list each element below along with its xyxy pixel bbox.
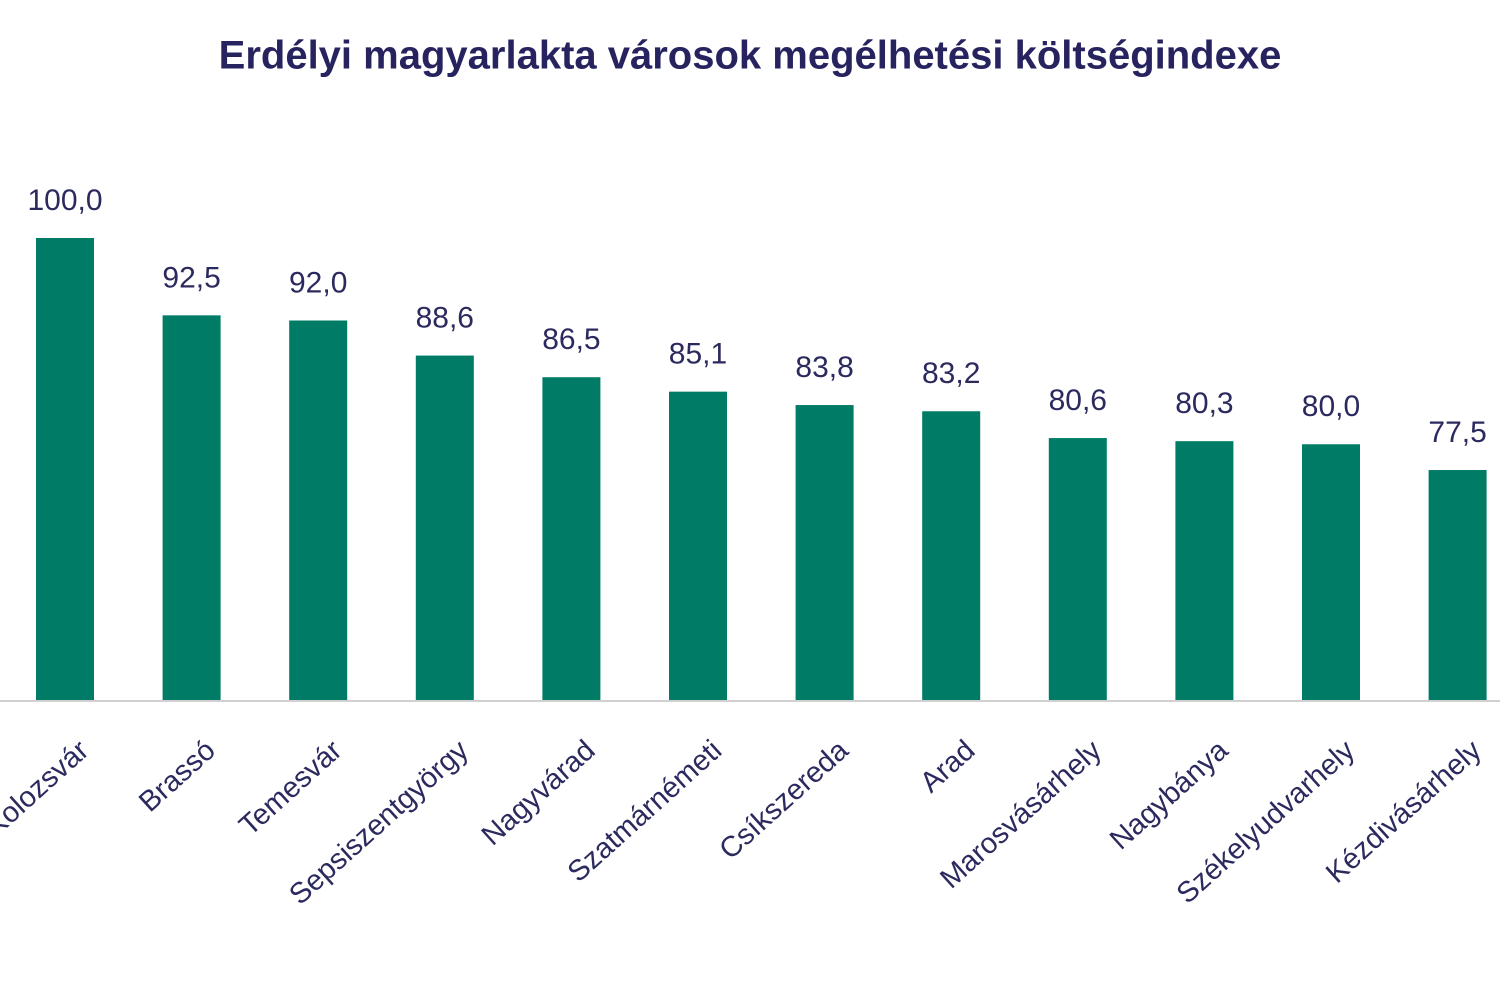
value-label: 80,6 [1049, 384, 1107, 417]
value-label: 86,5 [542, 323, 600, 356]
bar [922, 411, 981, 700]
bar [669, 391, 727, 700]
value-label: 100,0 [27, 184, 102, 217]
bar [542, 377, 601, 700]
x-tick-label: Nagyvárad [476, 734, 602, 852]
bar [162, 315, 221, 700]
x-tick-label: Temesvár [233, 734, 348, 842]
chart-title: Erdélyi magyarlakta városok megélhetési … [219, 34, 1282, 78]
x-tick-label: Csíkszereda [713, 734, 855, 866]
value-label: 83,2 [922, 357, 980, 390]
bar [795, 405, 854, 700]
value-label: 92,0 [289, 266, 347, 299]
x-tick-label: Brassó [133, 734, 221, 818]
x-tick-label: Kolozsvár [0, 734, 95, 843]
value-label: 80,3 [1175, 387, 1233, 420]
bar [1428, 470, 1487, 700]
value-label: 88,6 [416, 301, 474, 334]
bar [36, 238, 94, 700]
bar [1302, 444, 1360, 700]
x-tick-label: Nagybánya [1104, 734, 1235, 857]
value-label: 92,5 [162, 261, 220, 294]
x-tick-label: Arad [914, 734, 981, 799]
bar [1175, 441, 1234, 700]
bar [415, 355, 474, 700]
bar [289, 320, 348, 700]
value-label: 80,0 [1302, 390, 1360, 423]
bar [1048, 438, 1107, 700]
value-label: 83,8 [795, 351, 853, 384]
value-label: 85,1 [669, 338, 727, 371]
value-label: 77,5 [1428, 416, 1486, 449]
